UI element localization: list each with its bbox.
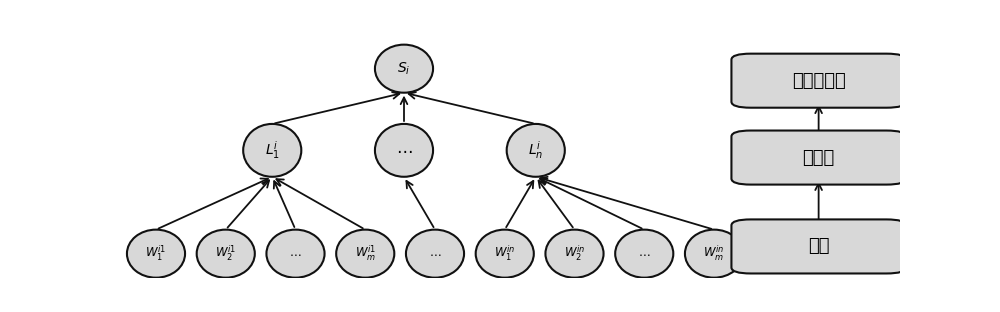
Ellipse shape [375,45,433,93]
Text: 日志序列层: 日志序列层 [792,72,846,90]
Ellipse shape [197,230,255,278]
FancyBboxPatch shape [731,54,906,108]
Ellipse shape [243,124,301,177]
Ellipse shape [127,230,185,278]
Text: $S_i$: $S_i$ [397,61,411,77]
Ellipse shape [406,230,464,278]
Text: $W_2^{i1}$: $W_2^{i1}$ [215,244,236,263]
Text: $\cdots$: $\cdots$ [429,247,441,260]
Ellipse shape [685,230,743,278]
Text: $W_1^{in}$: $W_1^{in}$ [494,244,515,263]
Text: $\cdots$: $\cdots$ [638,247,650,260]
FancyBboxPatch shape [731,219,906,274]
Text: $W_2^{in}$: $W_2^{in}$ [564,244,585,263]
Text: $L_1^i$: $L_1^i$ [265,139,280,161]
Text: $\cdots$: $\cdots$ [289,247,302,260]
Ellipse shape [266,230,325,278]
Ellipse shape [545,230,604,278]
Text: 日志层: 日志层 [802,149,835,167]
Ellipse shape [336,230,394,278]
Text: $W_m^{in}$: $W_m^{in}$ [703,244,725,263]
Ellipse shape [476,230,534,278]
Ellipse shape [375,124,433,177]
Ellipse shape [615,230,673,278]
Text: $\cdots$: $\cdots$ [396,141,412,159]
Text: 词层: 词层 [808,237,829,256]
Text: $W_m^{i1}$: $W_m^{i1}$ [355,244,376,263]
Text: $L_n^i$: $L_n^i$ [528,139,543,161]
Ellipse shape [507,124,565,177]
FancyBboxPatch shape [731,130,906,185]
Text: $W_1^{i1}$: $W_1^{i1}$ [145,244,167,263]
